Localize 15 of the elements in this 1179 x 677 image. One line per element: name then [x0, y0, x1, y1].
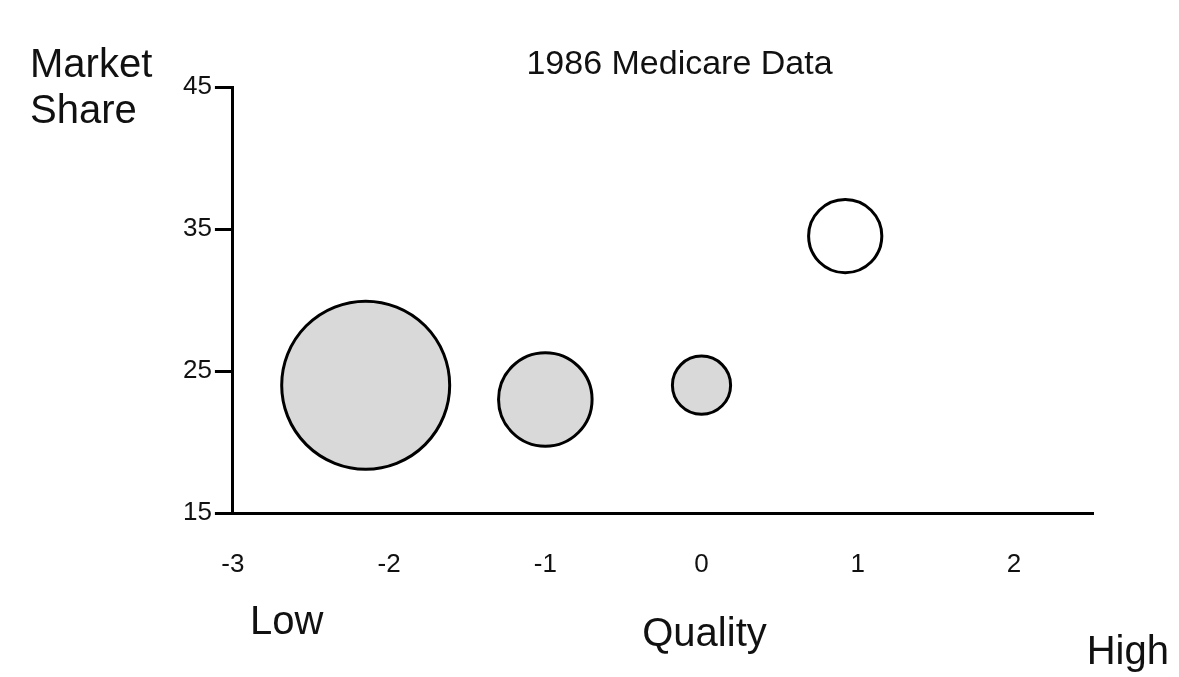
y-tick-label: 15 — [183, 496, 212, 527]
y-tick-label: 25 — [183, 354, 212, 385]
x-tick-label: -1 — [533, 547, 557, 578]
text: Low — [250, 598, 324, 643]
text: High — [1086, 628, 1169, 673]
x-tick-label: 2 — [1006, 547, 1022, 578]
x-tick-label: 0 — [694, 547, 709, 578]
x-tick-label: -3 — [221, 547, 245, 578]
x-axis-title: Quality — [642, 610, 767, 654]
x-tick-label: 1 — [850, 547, 865, 578]
chart-title: 1986 Medicare Data — [526, 42, 833, 81]
y-tick-label: 45 — [183, 70, 212, 101]
x-tick-label: -2 — [377, 547, 401, 578]
y-tick-label: 35 — [183, 212, 212, 243]
y-axis-title: Market Share — [30, 41, 153, 131]
